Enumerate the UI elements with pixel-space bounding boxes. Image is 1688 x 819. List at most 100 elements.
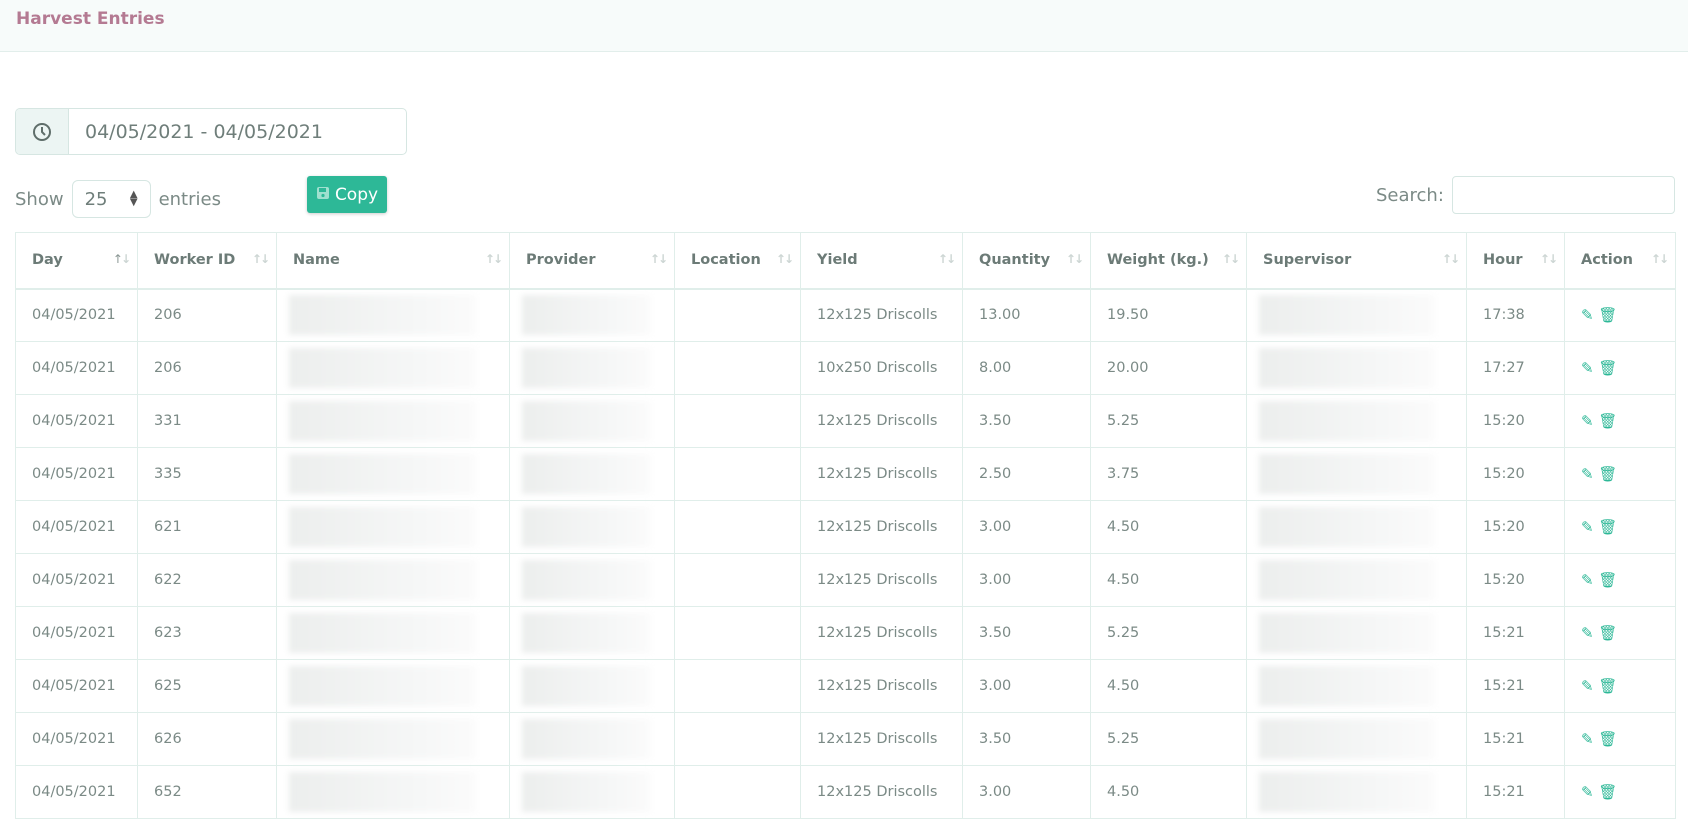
entries-label: entries [158, 188, 221, 210]
table-row: 04/05/2021 331 12x125 Driscolls 3.50 5.25 15:… [15, 394, 1676, 448]
cell-weight: 5.25 [1090, 606, 1247, 660]
column-header[interactable]: Weight (kg.) ↑↓ [1090, 232, 1247, 290]
redacted-text [289, 560, 476, 600]
redacted-text [1259, 666, 1435, 706]
cell-location [674, 447, 801, 501]
trash-icon[interactable]: 🗑︎ [1598, 518, 1618, 536]
cell-supervisor [1246, 606, 1467, 660]
cell-location [674, 288, 801, 342]
trash-icon[interactable]: 🗑︎ [1598, 783, 1618, 801]
column-header[interactable]: Name ↑↓ [276, 232, 510, 290]
edit-icon[interactable]: ✎ [1581, 412, 1594, 430]
column-header[interactable]: Day ↑↓ [15, 232, 138, 290]
redacted-text [522, 295, 652, 336]
cell-action: ✎ 🗑︎ [1564, 394, 1676, 448]
redacted-text [289, 613, 476, 653]
copy-button[interactable]: Copy [307, 176, 387, 213]
table-row: 04/05/2021 622 12x125 Driscolls 3.00 4.50 15:… [15, 553, 1676, 607]
redacted-text [1259, 719, 1435, 759]
trash-icon[interactable]: 🗑︎ [1598, 571, 1618, 589]
table-row: 04/05/2021 206 10x250 Driscolls 8.00 20.00 17… [15, 341, 1676, 395]
redacted-text [289, 666, 476, 706]
trash-icon[interactable]: 🗑︎ [1598, 624, 1618, 642]
column-header-label: Supervisor [1263, 252, 1352, 269]
redacted-text [289, 295, 476, 336]
column-header[interactable]: Location ↑↓ [674, 232, 801, 290]
cell-action: ✎ 🗑︎ [1564, 500, 1676, 554]
cell-day: 04/05/2021 [15, 553, 138, 607]
column-header-label: Day [32, 252, 63, 269]
column-header-label: Name [293, 252, 340, 269]
cell-name [276, 447, 510, 501]
cell-worker-id: 206 [137, 341, 277, 395]
cell-yield: 12x125 Driscolls [800, 553, 963, 607]
date-range-value[interactable]: 04/05/2021 - 04/05/2021 [85, 120, 323, 143]
cell-day: 04/05/2021 [15, 500, 138, 554]
column-header[interactable]: Provider ↑↓ [509, 232, 675, 290]
cell-name [276, 553, 510, 607]
cell-hour: 15:20 [1466, 447, 1565, 501]
cell-supervisor [1246, 553, 1467, 607]
column-header[interactable]: Supervisor ↑↓ [1246, 232, 1467, 290]
trash-icon[interactable]: 🗑︎ [1598, 306, 1618, 325]
search-input[interactable] [1451, 176, 1675, 214]
edit-icon[interactable]: ✎ [1581, 624, 1594, 642]
cell-provider [509, 447, 675, 501]
cell-action: ✎ 🗑︎ [1564, 288, 1676, 342]
cell-supervisor [1246, 712, 1467, 766]
trash-icon[interactable]: 🗑︎ [1598, 359, 1618, 377]
show-label: Show [15, 188, 64, 210]
entries-select[interactable]: 25 ▲ ▼ [71, 180, 151, 218]
trash-icon[interactable]: 🗑︎ [1598, 412, 1618, 430]
edit-icon[interactable]: ✎ [1581, 518, 1594, 536]
sort-icon: ↑↓ [251, 252, 270, 266]
edit-icon[interactable]: ✎ [1581, 465, 1594, 483]
column-header[interactable]: Hour ↑↓ [1466, 232, 1565, 290]
redacted-text [289, 772, 476, 812]
redacted-text [1259, 348, 1435, 388]
trash-icon[interactable]: 🗑︎ [1598, 677, 1618, 695]
edit-icon[interactable]: ✎ [1581, 571, 1594, 589]
cell-supervisor [1246, 500, 1467, 554]
column-header[interactable]: Quantity ↑↓ [962, 232, 1091, 290]
edit-icon[interactable]: ✎ [1581, 783, 1594, 801]
edit-icon[interactable]: ✎ [1581, 359, 1594, 377]
redacted-text [522, 507, 652, 547]
cell-yield: 12x125 Driscolls [800, 394, 963, 448]
sort-icon: ↑↓ [775, 252, 794, 266]
column-header[interactable]: Yield ↑↓ [800, 232, 963, 290]
cell-location [674, 500, 801, 554]
sort-icon: ↑↓ [112, 252, 131, 266]
date-range-picker[interactable]: 04/05/2021 - 04/05/2021 [15, 108, 407, 155]
cell-name [276, 712, 510, 766]
edit-icon[interactable]: ✎ [1581, 306, 1594, 325]
redacted-text [522, 560, 652, 600]
sort-icon: ↑↓ [1539, 252, 1558, 266]
cell-hour: 17:27 [1466, 341, 1565, 395]
edit-icon[interactable]: ✎ [1581, 730, 1594, 748]
cell-name [276, 394, 510, 448]
cell-yield: 12x125 Driscolls [800, 288, 963, 342]
cell-supervisor [1246, 659, 1467, 713]
cell-hour: 15:20 [1466, 394, 1565, 448]
cell-quantity: 2.50 [962, 447, 1091, 501]
redacted-text [522, 666, 652, 706]
column-header[interactable]: Action ↑↓ [1564, 232, 1676, 290]
edit-icon[interactable]: ✎ [1581, 677, 1594, 695]
cell-location [674, 341, 801, 395]
redacted-text [289, 454, 476, 494]
redacted-text [1259, 454, 1435, 494]
trash-icon[interactable]: 🗑︎ [1598, 465, 1618, 483]
redacted-text [289, 401, 476, 441]
cell-supervisor [1246, 394, 1467, 448]
cell-worker-id: 331 [137, 394, 277, 448]
cell-supervisor [1246, 288, 1467, 342]
cell-hour: 15:21 [1466, 712, 1565, 766]
column-header[interactable]: Worker ID ↑↓ [137, 232, 277, 290]
cell-weight: 4.50 [1090, 659, 1247, 713]
trash-icon[interactable]: 🗑︎ [1598, 730, 1618, 748]
cell-weight: 4.50 [1090, 553, 1247, 607]
cell-action: ✎ 🗑︎ [1564, 712, 1676, 766]
cell-provider [509, 659, 675, 713]
cell-provider [509, 288, 675, 342]
